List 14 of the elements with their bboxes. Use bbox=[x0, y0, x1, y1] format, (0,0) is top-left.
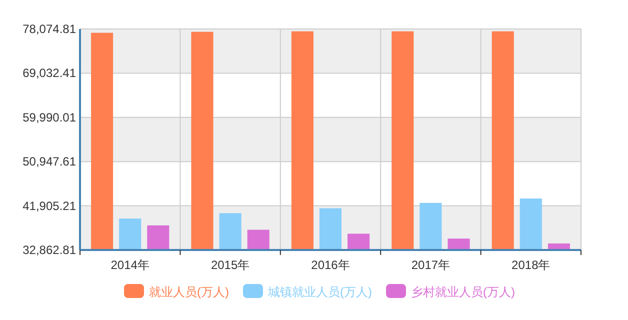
x-tick-label: 2016年 bbox=[311, 258, 350, 272]
y-tick-label: 50,947.61 bbox=[22, 154, 76, 169]
x-tick-label: 2018年 bbox=[512, 258, 550, 272]
legend-label: 乡村就业人员(万人) bbox=[411, 285, 515, 299]
legend-label: 城镇就业人员(万人) bbox=[267, 285, 372, 299]
y-tick-label: 69,032.41 bbox=[22, 66, 76, 80]
x-tick-label: 2017年 bbox=[411, 258, 450, 272]
x-tick-label: 2015年 bbox=[210, 258, 250, 272]
y-tick-label: 41,905.21 bbox=[22, 198, 76, 213]
y-tick-label: 78,074.81 bbox=[22, 22, 76, 36]
y-tick-label: 59,990.01 bbox=[22, 110, 76, 124]
legend-label: 就业人员(万人) bbox=[149, 285, 229, 299]
x-tick-label: 2014年 bbox=[110, 258, 150, 272]
y-tick-label: 32,862.81 bbox=[22, 243, 76, 257]
